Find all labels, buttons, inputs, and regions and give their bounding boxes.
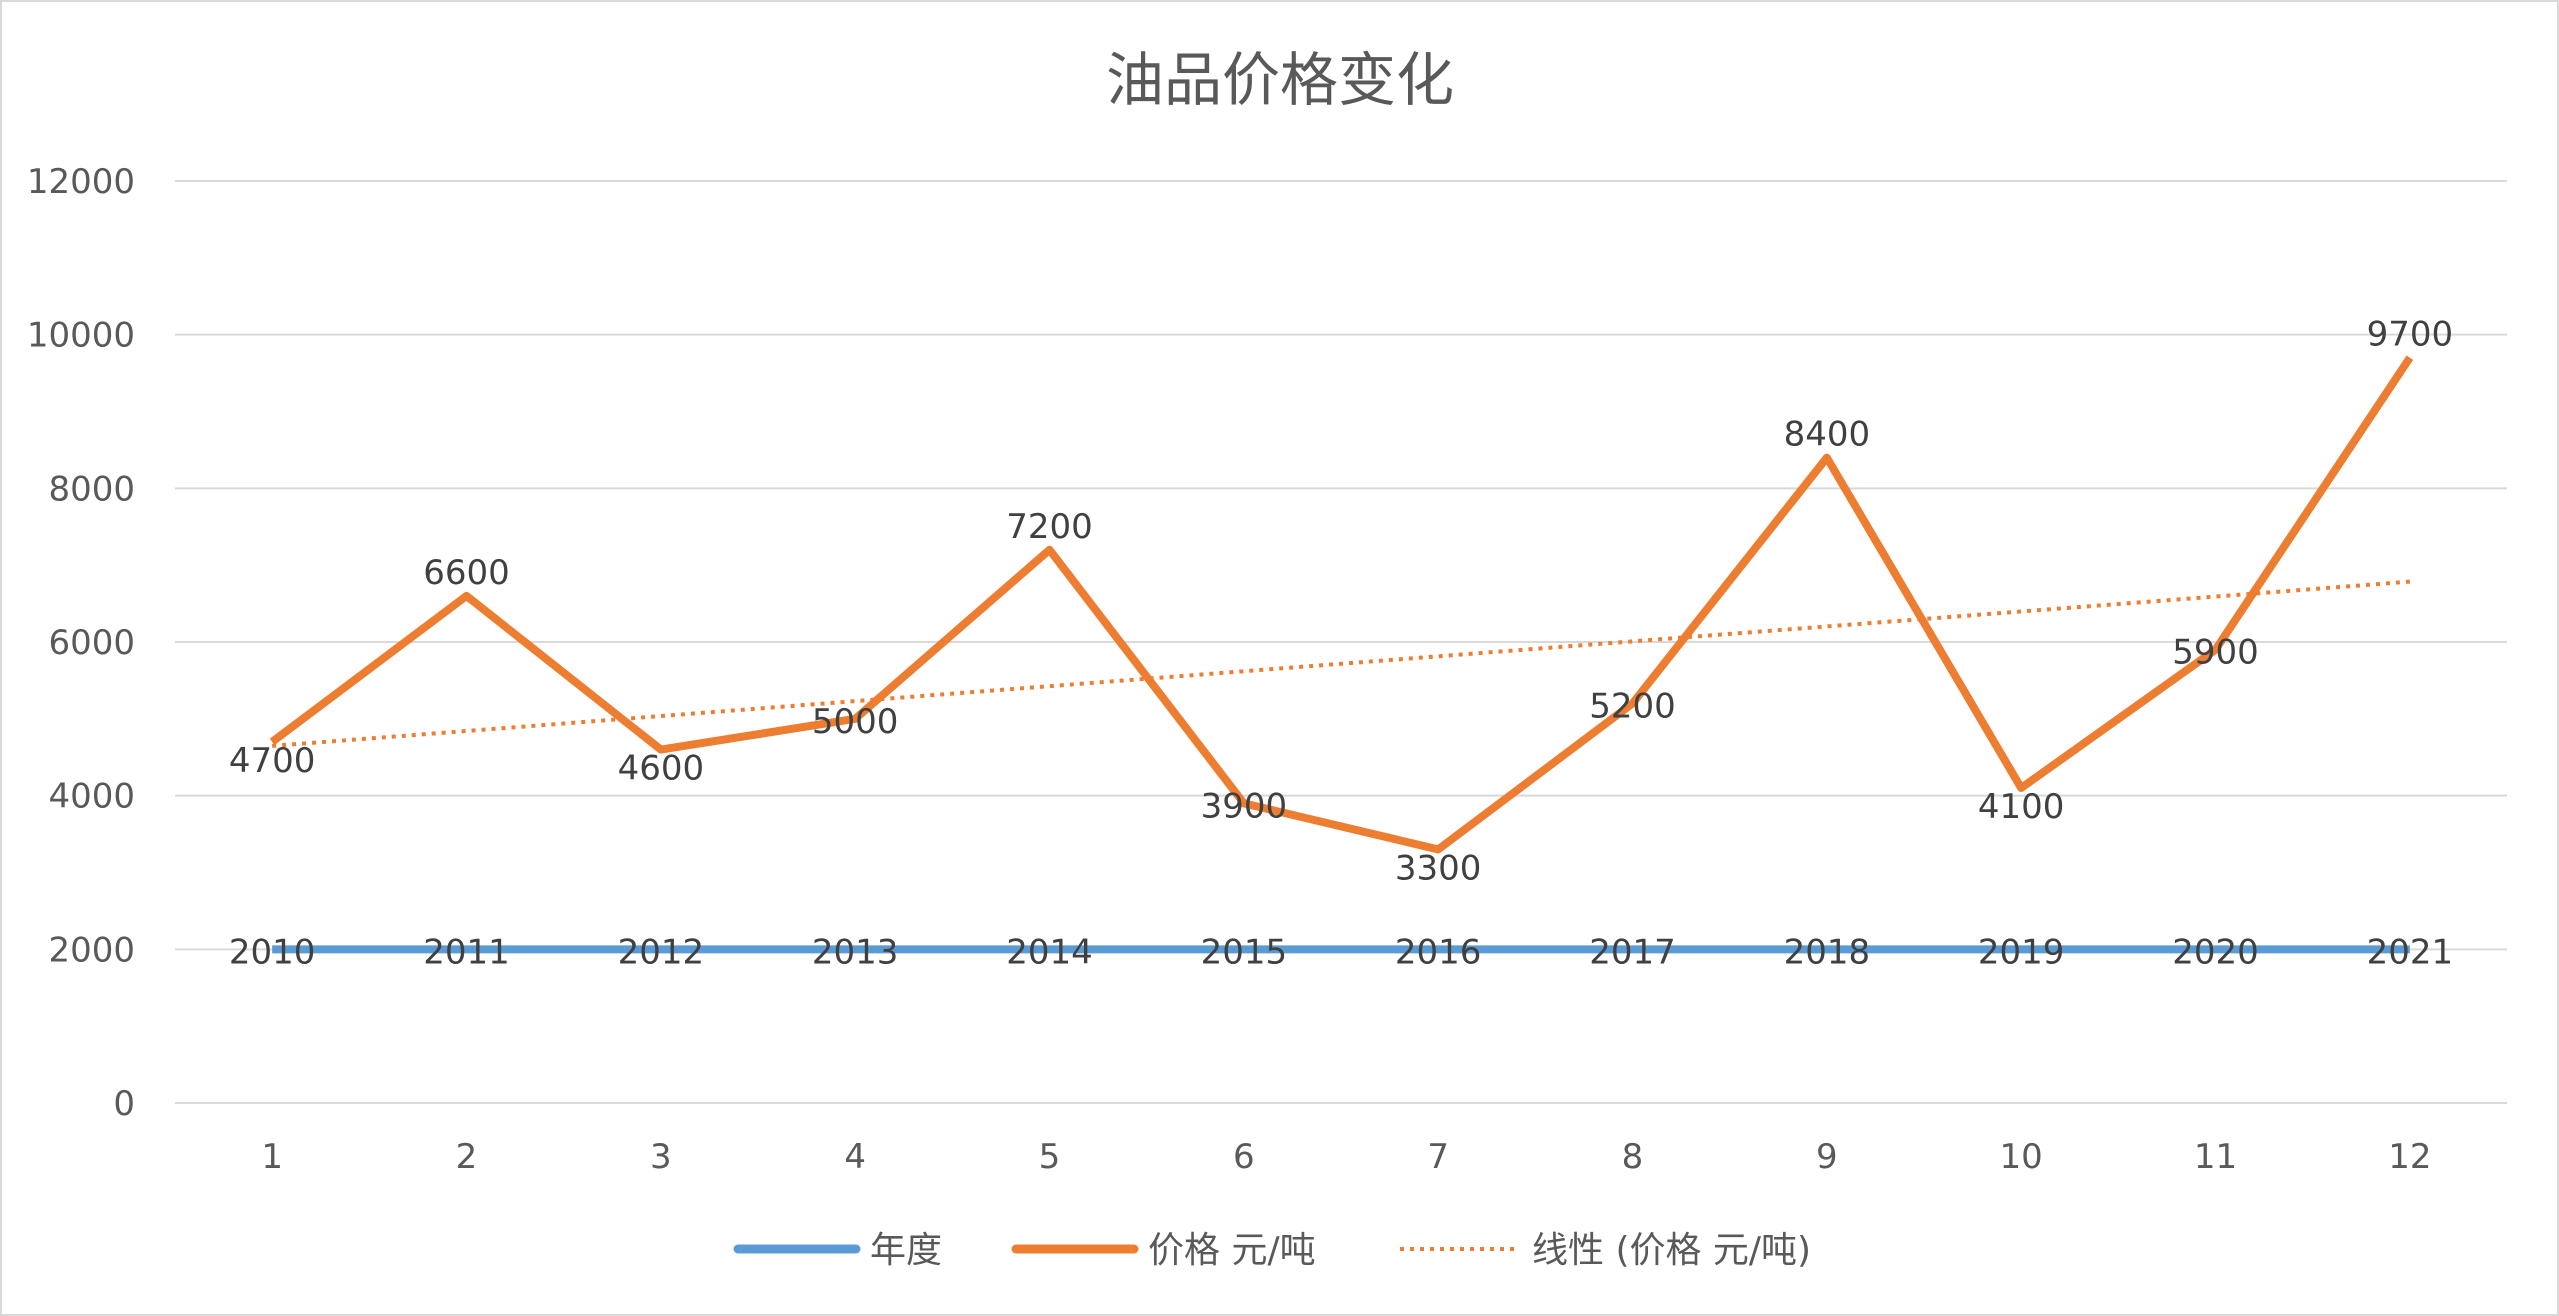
- data-label-price: 7200: [1006, 507, 1093, 547]
- data-label-year: 2018: [1784, 932, 1871, 972]
- data-label-year: 2017: [1589, 932, 1676, 972]
- data-label-year: 2013: [812, 932, 899, 972]
- x-tick-label: 4: [844, 1137, 866, 1177]
- x-tick-label: 7: [1427, 1137, 1449, 1177]
- x-tick-label: 11: [2194, 1137, 2237, 1177]
- x-tick-label: 5: [1039, 1137, 1061, 1177]
- y-tick-label: 8000: [48, 469, 135, 509]
- x-tick-label: 3: [650, 1137, 672, 1177]
- data-label-year: 2020: [2172, 932, 2259, 972]
- data-label-price: 3900: [1201, 786, 1288, 826]
- data-label-price: 5900: [2172, 633, 2259, 673]
- x-tick-label: 6: [1233, 1137, 1255, 1177]
- y-tick-label: 4000: [48, 777, 135, 817]
- x-tick-label: 2: [456, 1137, 478, 1177]
- x-tick-label: 1: [261, 1137, 283, 1177]
- series-line-price: [269, 355, 2414, 854]
- legend-label-trendline: 线性 (价格 元/吨): [1532, 1230, 1811, 1271]
- trendline: [272, 579, 2410, 748]
- data-label-price: 8400: [1784, 415, 1871, 455]
- x-tick-label: 9: [1816, 1137, 1838, 1177]
- x-tick-label: 12: [2388, 1137, 2431, 1177]
- legend-label-price: 价格 元/吨: [1148, 1230, 1316, 1271]
- data-label-price: 9700: [2367, 315, 2454, 355]
- y-tick-label: 10000: [27, 316, 135, 356]
- data-label-price: 4600: [618, 749, 705, 789]
- x-tick-label: 10: [2000, 1137, 2043, 1177]
- data-label-price: 3300: [1395, 848, 1482, 888]
- data-label-year: 2014: [1006, 932, 1093, 972]
- y-tick-label: 6000: [48, 623, 135, 663]
- data-label-price: 4100: [1978, 787, 2065, 827]
- y-tick-label: 2000: [48, 930, 135, 970]
- y-tick-label: 12000: [27, 162, 135, 202]
- data-label-year: 2011: [423, 932, 510, 972]
- data-label-price: 4700: [229, 741, 316, 781]
- legend-label-year: 年度: [870, 1230, 942, 1271]
- data-label-price: 5200: [1589, 686, 1676, 726]
- chart-title: 油品价格变化: [1106, 46, 1454, 114]
- data-label-year: 2015: [1201, 932, 1288, 972]
- data-label-year: 2010: [229, 932, 316, 972]
- data-label-price: 5000: [812, 702, 899, 742]
- x-tick-label: 8: [1622, 1137, 1644, 1177]
- data-label-year: 2021: [2367, 932, 2454, 972]
- data-label-price: 6600: [423, 553, 510, 593]
- data-label-year: 2012: [618, 932, 705, 972]
- y-tick-label: 0: [113, 1084, 135, 1124]
- data-label-year: 2019: [1978, 932, 2065, 972]
- data-label-year: 2016: [1395, 932, 1482, 972]
